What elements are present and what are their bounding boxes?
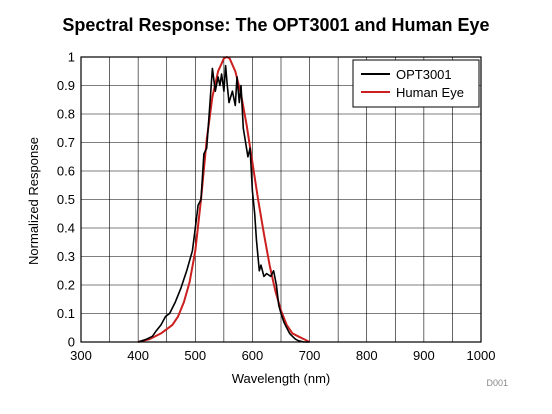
y-tick-label: 0.6 [57,164,75,179]
y-tick-label: 0.5 [57,192,75,207]
x-tick-label: 700 [299,348,321,363]
legend-box [352,59,480,108]
y-tick-label: 0.1 [57,306,75,321]
x-tick-label: 800 [356,348,378,363]
y-tick-label: 1 [68,50,75,65]
x-tick-label: 400 [127,348,149,363]
y-tick-label: 0 [68,335,75,350]
x-axis-ticks: 300 400 500 600 700 800 900 1000 [70,348,495,363]
y-tick-label: 0.3 [57,249,75,264]
y-axis-label: Normalized Response [26,137,41,265]
legend-label-human-eye: Human Eye [396,85,464,100]
legend: OPT3001 Human Eye [352,59,480,108]
y-tick-label: 0.7 [57,135,75,150]
y-tick-label: 0.4 [57,221,75,236]
x-axis-label: Wavelength (nm) [232,371,331,386]
legend-label-opt3001: OPT3001 [396,67,452,82]
x-tick-label: 300 [70,348,92,363]
y-axis-ticks: 0 0.1 0.2 0.3 0.4 0.5 0.6 0.7 0.8 0.9 1 [57,50,75,350]
figure-code: D001 [486,378,508,388]
chart-title: Spectral Response: The OPT3001 and Human… [62,15,489,35]
y-tick-label: 0.2 [57,278,75,293]
x-tick-label: 1000 [467,348,496,363]
y-tick-label: 0.8 [57,107,75,122]
series-line-human-eye [137,56,311,343]
plot-series [137,56,311,343]
x-tick-label: 900 [413,348,435,363]
x-tick-label: 500 [184,348,206,363]
x-tick-label: 600 [242,348,264,363]
y-tick-label: 0.9 [57,78,75,93]
series-line-opt3001 [137,64,310,343]
plot-area-frame [80,56,482,343]
